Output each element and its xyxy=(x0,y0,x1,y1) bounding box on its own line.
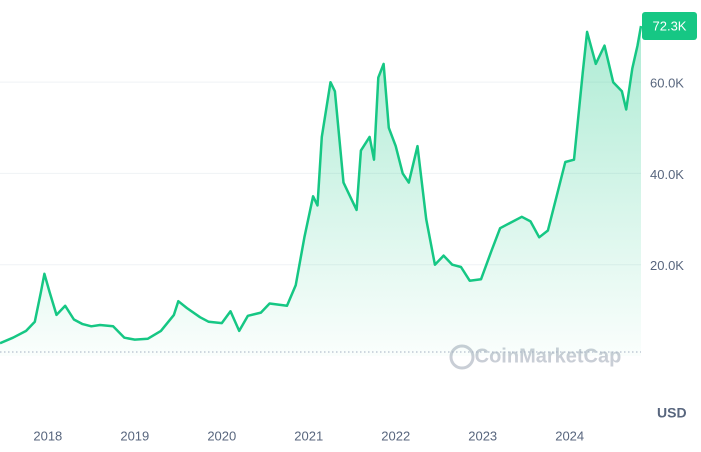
x-tick-label: 2020 xyxy=(207,428,236,443)
value-label: 72.3K xyxy=(653,18,687,33)
currency-label: USD xyxy=(657,405,687,421)
x-tick-label: 2024 xyxy=(555,428,584,443)
y-tick-label: 40.0K xyxy=(650,167,684,182)
y-tick-label: 60.0K xyxy=(650,76,684,91)
line xyxy=(0,25,643,345)
area xyxy=(0,26,641,356)
x-tick-label: 2021 xyxy=(294,428,323,443)
x-tick-label: 2019 xyxy=(120,428,149,443)
x-tick-label: 2023 xyxy=(468,428,497,443)
x-tick-label: 2022 xyxy=(381,428,410,443)
y-tick-label: 20.0K xyxy=(650,258,684,273)
value-badge xyxy=(642,12,697,41)
x-tick-label: 2018 xyxy=(33,428,62,443)
